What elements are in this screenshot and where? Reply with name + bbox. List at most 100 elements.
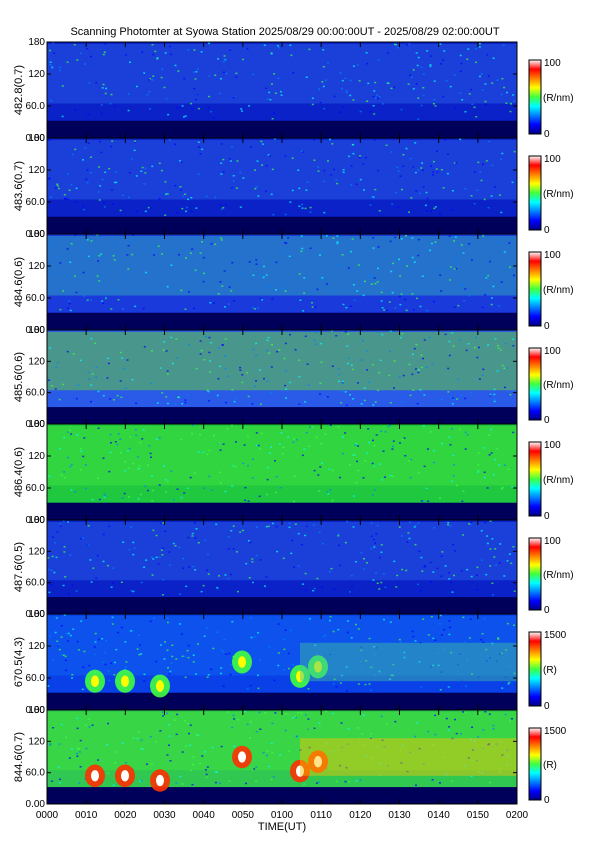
heatmap-speckle <box>199 353 202 355</box>
heatmap-speckle <box>275 491 278 494</box>
heatmap-speckle <box>503 575 506 577</box>
heatmap-speckle <box>372 579 375 581</box>
heatmap-speckle <box>425 191 428 194</box>
heatmap-speckle <box>184 193 187 195</box>
heatmap-speckle <box>157 245 160 247</box>
heatmap-speckle <box>414 171 417 174</box>
heatmap-speckle <box>206 766 209 768</box>
heatmap-speckle <box>452 544 455 546</box>
heatmap-speckle <box>247 435 250 438</box>
heatmap-speckle <box>357 727 359 729</box>
heatmap-speckle <box>191 248 194 250</box>
heatmap-speckle <box>453 306 456 308</box>
heatmap-speckle <box>389 350 391 353</box>
heatmap-speckle <box>149 78 152 80</box>
heatmap-speckle <box>234 397 237 399</box>
heatmap-speckle <box>192 565 195 568</box>
heatmap-speckle <box>152 250 155 253</box>
heatmap-speckle <box>220 239 223 241</box>
heatmap-speckle <box>393 360 396 362</box>
y-tick-label: 120 <box>28 356 45 367</box>
heatmap-speckle <box>213 117 216 119</box>
heatmap-speckle <box>380 430 383 432</box>
heatmap-speckle <box>353 299 356 302</box>
heatmap-speckle <box>205 195 208 198</box>
heatmap-speckle <box>484 521 487 524</box>
heatmap-speckle <box>396 206 399 209</box>
heatmap-speckle <box>73 44 76 46</box>
heatmap-speckle <box>47 244 50 246</box>
heatmap-speckle <box>422 500 425 502</box>
heatmap-speckle <box>221 285 224 287</box>
heatmap-speckle <box>220 667 223 669</box>
heatmap-speckle <box>435 150 438 152</box>
heatmap-speckle <box>56 361 59 364</box>
heatmap-speckle <box>276 550 279 553</box>
heatmap-speckle <box>396 166 399 169</box>
heatmap-speckle <box>320 342 323 345</box>
heatmap-speckle <box>344 391 347 393</box>
heatmap-speckle <box>160 549 163 551</box>
heatmap-speckle <box>317 781 320 783</box>
heatmap-speckle <box>355 561 358 563</box>
colorbar-max-label: 1500 <box>544 726 567 737</box>
heatmap-speckle <box>244 499 247 501</box>
heatmap-speckle <box>380 551 383 553</box>
heatmap-speckle <box>347 333 350 335</box>
heatmap-speckle <box>288 255 291 258</box>
heatmap-speckle <box>210 668 213 671</box>
heatmap-speckle <box>90 337 93 340</box>
heatmap-speckle <box>148 79 151 81</box>
heatmap-speckle <box>276 351 279 353</box>
heatmap-speckle <box>311 302 313 304</box>
heatmap-speckle <box>506 560 509 562</box>
heatmap-speckle <box>347 743 350 745</box>
heatmap-speckle <box>197 643 199 645</box>
heatmap-speckle <box>264 585 266 587</box>
heatmap-speckle <box>506 91 508 94</box>
heatmap-speckle <box>84 147 87 149</box>
heatmap-speckle <box>207 553 209 556</box>
heatmap-speckle <box>420 500 423 502</box>
heatmap-speckle <box>49 347 51 349</box>
heatmap-speckle <box>63 614 66 616</box>
heatmap-speckle <box>199 340 202 342</box>
heatmap-speckle <box>380 300 383 302</box>
heatmap-speckle <box>344 77 347 80</box>
heatmap-speckle <box>127 245 130 247</box>
heatmap-speckle <box>401 332 404 335</box>
heatmap-speckle <box>418 747 421 750</box>
colorbar-unit-label: (R/nm) <box>543 570 574 581</box>
heatmap-speckle <box>83 295 85 297</box>
heatmap-speckle <box>251 403 254 405</box>
heatmap-speckle <box>107 670 110 672</box>
heatmap-speckle <box>95 376 97 378</box>
heatmap-speckle <box>474 47 477 50</box>
heatmap-speckle <box>187 566 190 568</box>
colorbar <box>528 537 542 611</box>
heatmap-speckle <box>194 78 197 80</box>
heatmap-speckle <box>499 771 502 773</box>
heatmap-speckle <box>144 167 147 170</box>
heatmap-speckle <box>404 243 407 246</box>
heatmap-speckle <box>164 52 167 54</box>
heatmap-speckle <box>158 556 161 558</box>
heatmap-speckle <box>192 756 195 758</box>
heatmap-speckle <box>122 541 125 543</box>
heatmap-speckle <box>207 106 210 109</box>
heatmap-speckle <box>83 650 86 653</box>
heatmap-speckle <box>62 383 65 386</box>
heatmap-speckle <box>381 739 384 741</box>
heatmap-speckle <box>246 723 249 726</box>
heatmap-speckle <box>192 654 195 656</box>
heatmap-speckle <box>239 171 242 174</box>
heatmap-speckle <box>151 44 154 46</box>
heatmap-speckle <box>105 87 108 90</box>
heatmap-speckle <box>274 460 276 462</box>
heatmap-speckle <box>271 343 273 346</box>
heatmap-speckle <box>159 522 162 525</box>
heatmap-speckle <box>66 350 69 353</box>
heatmap-speckle <box>380 544 383 546</box>
heatmap-speckle <box>295 438 298 441</box>
heatmap-speckle <box>447 391 450 393</box>
